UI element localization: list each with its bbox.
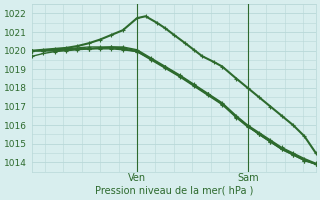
X-axis label: Pression niveau de la mer( hPa ): Pression niveau de la mer( hPa )	[95, 186, 253, 196]
